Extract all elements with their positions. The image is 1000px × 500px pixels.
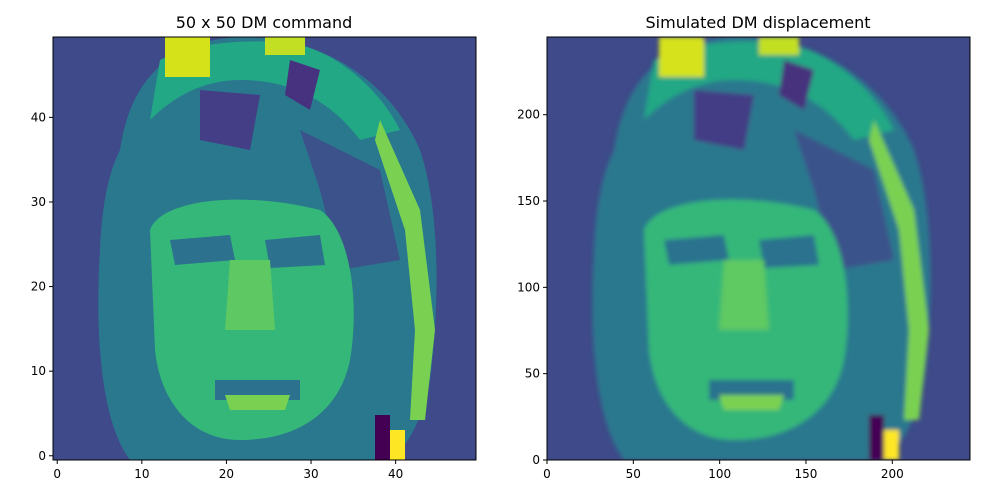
left-dark-patch [375,415,390,460]
right-heatmap [547,37,970,460]
left-panel-title: 50 x 50 DM command [176,13,353,32]
left-x-tick-label: 40 [388,467,403,481]
right-eye [664,235,729,265]
left-x-tick-label: 20 [219,467,234,481]
left-panel: 50 x 50 DM command [31,13,477,481]
right-x-tick-label: 0 [543,467,551,481]
right-bright-patch [659,37,704,77]
right-x-tick-label: 200 [881,467,904,481]
left-y-tick-label: 10 [31,364,46,378]
left-y-tick-label: 40 [31,110,46,124]
left-eye [265,235,325,268]
left-shadow [300,130,400,270]
left-y-tick-label: 20 [31,280,46,294]
right-y-tick-label: 150 [517,194,540,208]
left-bright-patch [165,37,210,77]
left-shadow [285,60,320,110]
right-y-tick-label: 50 [525,367,540,381]
left-bright-patch [390,430,405,460]
right-y-tick-label: 100 [517,280,540,294]
right-shadow [779,60,814,110]
left-axes-frame [52,36,477,461]
left-x-tick-label: 10 [134,467,149,481]
left-hair-region [150,41,400,141]
right-shadow [694,90,754,150]
right-hair-region [644,41,894,141]
right-x-axis: 0 50 100 150 200 [543,460,904,481]
right-x-tick-label: 150 [795,467,818,481]
right-y-tick-label: 0 [532,453,540,467]
right-shadow [794,130,894,270]
right-x-tick-label: 100 [708,467,731,481]
right-dark-patch [869,415,884,460]
right-y-tick-label: 200 [517,108,540,122]
left-edge-highlight [375,120,435,420]
right-y-axis: 0 50 100 150 200 [517,108,547,467]
left-y-tick-label: 30 [31,195,46,209]
right-panel: Simulated DM displacement [517,13,971,481]
left-x-tick-label: 0 [53,467,61,481]
right-eye [759,235,819,268]
right-axes-frame [546,36,971,461]
left-shadow [200,90,260,150]
right-edge-highlight [869,120,929,420]
right-nose [719,260,769,330]
right-x-tick-label: 50 [626,467,641,481]
left-nose [225,260,275,330]
left-x-axis: 0 10 20 30 40 [53,460,403,481]
left-heatmap [53,37,476,460]
left-bright-patch [265,37,305,55]
right-bright-patch [884,430,899,460]
right-panel-title: Simulated DM displacement [646,13,871,32]
left-eye [170,235,235,265]
left-lip [225,395,290,410]
right-smoothed-image [592,37,931,460]
left-y-tick-label: 0 [38,449,46,463]
right-bright-patch [759,37,799,55]
left-x-tick-label: 30 [303,467,318,481]
left-y-axis: 0 10 20 30 40 [31,110,53,463]
right-lip [719,395,784,410]
